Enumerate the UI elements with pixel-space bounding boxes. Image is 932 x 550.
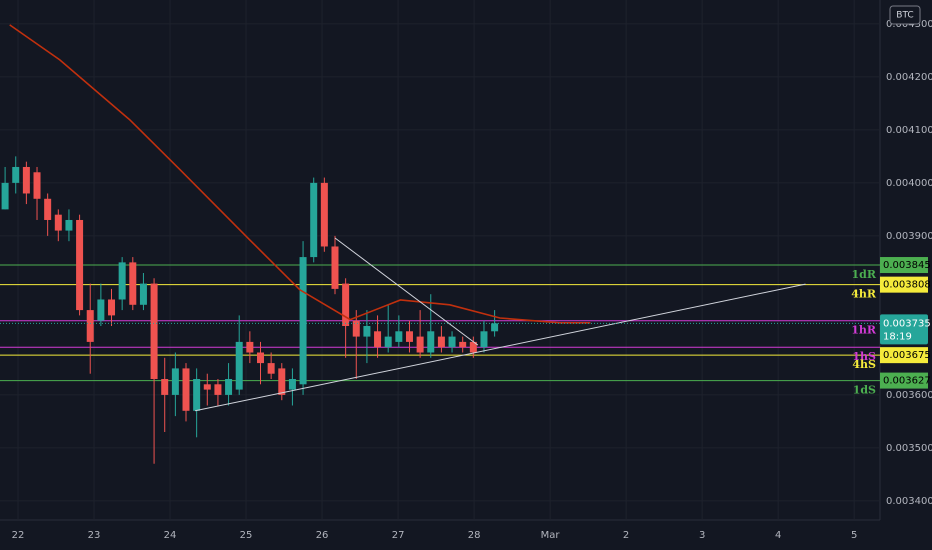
candle-body bbox=[374, 331, 382, 348]
candle-body bbox=[161, 379, 169, 395]
candle-body bbox=[448, 336, 456, 348]
candle-body bbox=[352, 320, 360, 337]
candle-body bbox=[193, 379, 201, 411]
x-tick-label: 22 bbox=[12, 530, 25, 541]
candle-body bbox=[288, 379, 296, 390]
y-tick-label: 0.003900 bbox=[886, 231, 932, 242]
candle-body bbox=[182, 368, 190, 411]
candle-body bbox=[405, 331, 413, 342]
candle-body bbox=[267, 363, 275, 374]
candle-body bbox=[320, 182, 328, 247]
last-price-label: 0.003735 bbox=[883, 318, 931, 329]
candle-body bbox=[235, 341, 243, 390]
y-tick-label: 0.004200 bbox=[886, 72, 932, 83]
candle-body bbox=[256, 352, 264, 364]
x-tick-label: 24 bbox=[164, 530, 177, 541]
candle-body bbox=[97, 299, 105, 321]
candle-body bbox=[108, 299, 116, 316]
candle-body bbox=[33, 172, 41, 199]
x-tick-label: 23 bbox=[88, 530, 101, 541]
x-tick-label: Mar bbox=[541, 530, 561, 541]
level-name: 1hR bbox=[851, 324, 877, 337]
candle-body bbox=[469, 341, 477, 353]
trend-line bbox=[334, 237, 479, 346]
candle-body bbox=[342, 283, 350, 326]
candle-body bbox=[299, 257, 307, 385]
candle-body bbox=[54, 214, 62, 231]
level-price-label: 0.003845 bbox=[883, 260, 931, 271]
candle-body bbox=[86, 310, 94, 342]
candle-body bbox=[363, 325, 371, 337]
level-name: 1dR bbox=[852, 268, 877, 281]
candle-body bbox=[310, 182, 318, 258]
candle-body bbox=[1, 182, 9, 210]
y-tick-label: 0.003400 bbox=[886, 496, 932, 507]
level-name: 4hR bbox=[851, 288, 877, 301]
candle-body bbox=[384, 336, 392, 348]
x-tick-label: 25 bbox=[240, 530, 253, 541]
level-price-label: 0.003808 bbox=[883, 280, 931, 291]
last-price-badge bbox=[880, 314, 928, 345]
x-tick-label: 3 bbox=[699, 530, 705, 541]
y-tick-label: 0.003500 bbox=[886, 443, 932, 454]
candle-body bbox=[129, 262, 137, 305]
candle-body bbox=[491, 323, 499, 332]
candle-body bbox=[278, 368, 286, 395]
level-name: 4hS bbox=[852, 358, 876, 371]
x-tick-label: 26 bbox=[316, 530, 329, 541]
candle-body bbox=[139, 283, 147, 305]
y-tick-label: 0.004100 bbox=[886, 125, 932, 136]
trend-line bbox=[194, 283, 806, 412]
level-name: 1dS bbox=[853, 384, 876, 397]
level-price-label: 0.003627 bbox=[883, 376, 931, 387]
y-tick-label: 0.003600 bbox=[886, 390, 932, 401]
level-price-badge bbox=[880, 372, 928, 389]
candle-body bbox=[395, 331, 403, 342]
candle-body bbox=[225, 379, 233, 395]
candle-body bbox=[437, 336, 445, 348]
x-tick-label: 5 bbox=[851, 530, 857, 541]
x-tick-label: 28 bbox=[468, 530, 481, 541]
candle-body bbox=[44, 198, 52, 220]
level-name: 1hS bbox=[852, 350, 876, 363]
candle-body bbox=[203, 384, 211, 390]
candle-body bbox=[214, 384, 222, 395]
candle-body bbox=[150, 283, 158, 380]
candle-body bbox=[65, 219, 73, 231]
candle-body bbox=[118, 262, 126, 300]
candle-body bbox=[427, 331, 435, 353]
x-tick-label: 4 bbox=[775, 530, 781, 541]
moving-average bbox=[9, 24, 591, 324]
level-price-badge bbox=[880, 276, 928, 293]
symbol-badge bbox=[889, 5, 921, 25]
level-price-label: 0.003675 bbox=[883, 350, 931, 361]
level-price-badge bbox=[880, 347, 928, 364]
candle-body bbox=[246, 341, 254, 353]
y-tick-label: 0.004000 bbox=[886, 178, 932, 189]
countdown: 18:19 bbox=[883, 331, 912, 342]
symbol: BTC bbox=[896, 11, 913, 21]
candle-body bbox=[22, 166, 30, 194]
candle-body bbox=[171, 368, 179, 395]
x-tick-label: 27 bbox=[392, 530, 405, 541]
candle-body bbox=[331, 246, 339, 289]
candle-body bbox=[12, 166, 20, 183]
candle-body bbox=[416, 336, 424, 353]
candle-body bbox=[76, 219, 84, 311]
level-price-badge bbox=[880, 257, 928, 274]
x-tick-label: 2 bbox=[623, 530, 629, 541]
candle-body bbox=[480, 331, 488, 348]
candle-body bbox=[459, 341, 467, 348]
